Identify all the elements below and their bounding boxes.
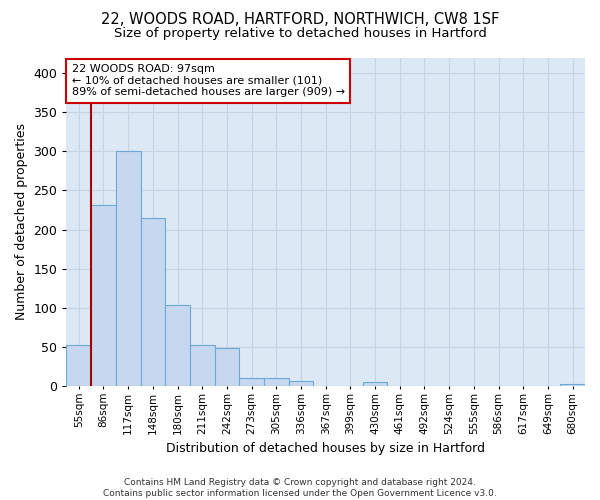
Bar: [140, 218, 165, 386]
Bar: [560, 384, 585, 386]
Text: 22 WOODS ROAD: 97sqm
← 10% of detached houses are smaller (101)
89% of semi-deta: 22 WOODS ROAD: 97sqm ← 10% of detached h…: [71, 64, 345, 98]
Text: Size of property relative to detached houses in Hartford: Size of property relative to detached ho…: [113, 28, 487, 40]
Y-axis label: Number of detached properties: Number of detached properties: [15, 123, 28, 320]
Text: Contains HM Land Registry data © Crown copyright and database right 2024.
Contai: Contains HM Land Registry data © Crown c…: [103, 478, 497, 498]
Bar: [165, 306, 190, 386]
Bar: [239, 378, 264, 386]
Bar: [289, 380, 313, 386]
Bar: [264, 378, 289, 386]
Bar: [116, 152, 140, 386]
Text: 22, WOODS ROAD, HARTFORD, NORTHWICH, CW8 1SF: 22, WOODS ROAD, HARTFORD, NORTHWICH, CW8…: [101, 12, 499, 28]
Bar: [67, 344, 91, 386]
Bar: [363, 382, 388, 386]
Bar: [91, 204, 116, 386]
Bar: [215, 348, 239, 386]
X-axis label: Distribution of detached houses by size in Hartford: Distribution of detached houses by size …: [166, 442, 485, 455]
Bar: [190, 346, 215, 386]
